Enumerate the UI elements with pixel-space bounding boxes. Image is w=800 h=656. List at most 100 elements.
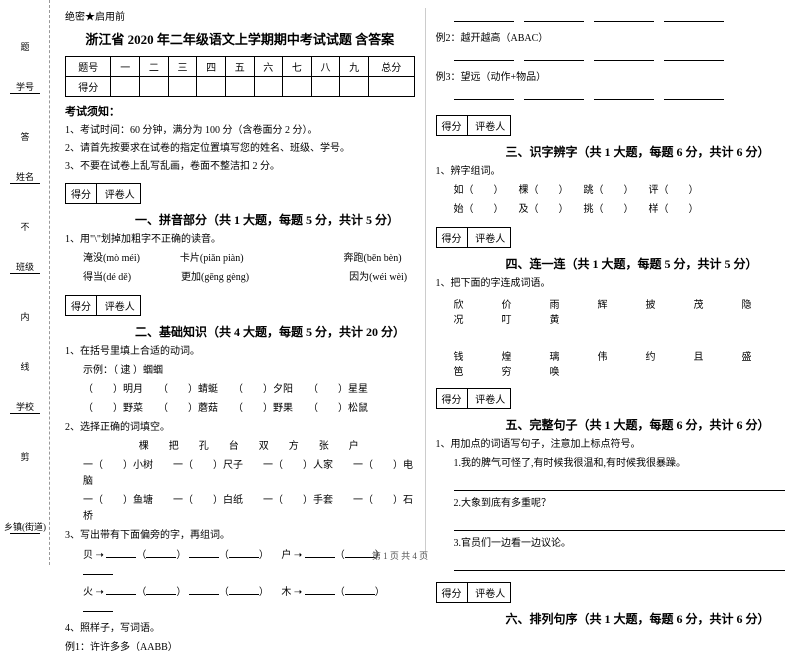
section-4-title: 四、连一连（共 1 大题，每题 5 分，共计 5 分） <box>506 255 786 272</box>
q2-4: 4、照样子，写词语。 <box>65 621 415 637</box>
section-6-title: 六、排列句序（共 1 大题，每题 6 分，共计 6 分） <box>506 610 786 627</box>
bind-class: 班级 <box>0 260 50 274</box>
bind-line: 线 <box>0 360 50 373</box>
bind-answer: 答 <box>0 130 50 143</box>
q1-1-r1: 淹没(mò méi) 卡片(piǎn piàn) 奔跑(bēn bèn) <box>65 251 415 267</box>
notice-3: 3、不要在试卷上乱写乱画，卷面不整洁扣 2 分。 <box>65 159 415 174</box>
q3-1: 1、辨字组词。 <box>436 164 786 180</box>
grader-a: 得分 <box>66 296 97 315</box>
grader-b: 评卷人 <box>100 296 140 315</box>
th: 五 <box>225 57 254 77</box>
q2-2-r2: 一（ ）鱼塘 一（ ）白纸 一（ ）手套 一（ ）石桥 <box>65 493 415 525</box>
td[interactable] <box>283 77 312 97</box>
grader-a: 得分 <box>437 116 468 135</box>
grader-a: 得分 <box>437 583 468 602</box>
secrecy-label: 绝密★启用前 <box>65 8 415 23</box>
bind-id: 学号 <box>0 80 50 94</box>
grader-box-4: 得分 评卷人 <box>436 227 512 248</box>
grader-b: 评卷人 <box>100 184 140 203</box>
th: 七 <box>283 57 312 77</box>
q2-1-r2: （ ）野菜 （ ）蘑菇 （ ）野果 （ ）松鼠 <box>65 401 415 417</box>
notice-title: 考试须知： <box>65 103 415 119</box>
q2-2-r1: 一（ ）小树 一（ ）尺子 一（ ）人家 一（ ）电脑 <box>65 458 415 490</box>
grader-b: 评卷人 <box>470 583 510 602</box>
bind-topic: 题 <box>0 40 50 53</box>
exam-title: 浙江省 2020 年二年级语文上学期期中考试试题 含答案 <box>65 29 415 48</box>
q3-1-r2: 始（ ） 及（ ） 挑（ ） 样（ ） <box>436 202 786 218</box>
q2-4-ex1: 例1：许许多多（AABB） <box>65 640 415 656</box>
td[interactable] <box>111 77 140 97</box>
q2-1-r1: （ ）明月 （ ）蜻蜓 （ ）夕阳 （ ）星星 <box>65 382 415 398</box>
bind-name: 姓名 <box>0 170 50 184</box>
td[interactable] <box>340 77 369 97</box>
grader-a: 得分 <box>437 228 468 247</box>
q4-1-bot: 钱 煌 璃 伟 约 且 盛 笆 穷 唤 <box>454 348 786 378</box>
section-1-title: 一、拼音部分（共 1 大题，每题 5 分，共计 5 分） <box>135 211 415 228</box>
radical: 火 <box>83 587 93 598</box>
page-footer: 第 1 页 共 4 页 <box>0 549 800 562</box>
th: 一 <box>111 57 140 77</box>
q5-1-2: 2.大象到底有多重呢？ <box>436 496 786 512</box>
td[interactable] <box>168 77 197 97</box>
td[interactable] <box>254 77 283 97</box>
q2-4-ex2: 例2：越开越高（ABAC） <box>436 31 786 47</box>
q1-1: 1、用"\"划掉加粗字不正确的读音。 <box>65 232 415 248</box>
q2-4-r2 <box>436 50 786 67</box>
td[interactable] <box>197 77 226 97</box>
q2-3: 3、写出带有下面偏旁的字，再组词。 <box>65 528 415 544</box>
grader-box-6: 得分 评卷人 <box>436 582 512 603</box>
bind-school: 学校 <box>0 400 50 414</box>
bind-not: 不 <box>0 220 50 233</box>
section-5-title: 五、完整句子（共 1 大题，每题 6 分，共计 6 分） <box>506 416 786 433</box>
q2-3-r2: 火 ➝ （） （） 木 ➝ （） <box>65 584 415 618</box>
q4-1-top: 欣 价 雨 辉 披 茂 隐 况 叮 黄 <box>454 296 786 326</box>
th: 题号 <box>66 57 111 77</box>
q2-4-r1 <box>436 11 786 28</box>
left-column: 绝密★启用前 浙江省 2020 年二年级语文上学期期中考试试题 含答案 题号 一… <box>55 8 426 557</box>
section-2-title: 二、基础知识（共 4 大题，每题 5 分，共计 20 分） <box>135 323 415 340</box>
grader-box-5: 得分 评卷人 <box>436 388 512 409</box>
grader-b: 评卷人 <box>470 389 510 408</box>
q2-4-ex3: 例3：望远（动作+物品） <box>436 70 786 86</box>
th: 九 <box>340 57 369 77</box>
td[interactable] <box>311 77 340 97</box>
answer-line[interactable] <box>454 477 786 491</box>
td[interactable] <box>140 77 169 97</box>
td[interactable] <box>368 77 414 97</box>
th: 总分 <box>368 57 414 77</box>
binding-margin: 乡镇(街道) 剪 学校 线 内 班级 不 姓名 答 学号 题 <box>0 0 50 565</box>
q1-1-r2: 得当(dé dě) 更加(gēng gèng) 因为(wéi wèi) <box>65 270 415 286</box>
content-area: 绝密★启用前 浙江省 2020 年二年级语文上学期期中考试试题 含答案 题号 一… <box>50 0 800 565</box>
bind-township: 乡镇(街道) <box>0 520 50 534</box>
grader-b: 评卷人 <box>470 228 510 247</box>
td[interactable] <box>225 77 254 97</box>
q5-1-1: 1.我的脾气可怪了,有时候我很温和,有时候我很暴躁。 <box>436 456 786 472</box>
grader-a: 得分 <box>66 184 97 203</box>
answer-line[interactable] <box>454 517 786 531</box>
grader-box-3: 得分 评卷人 <box>436 115 512 136</box>
score-value-row: 得分 <box>66 77 415 97</box>
th: 六 <box>254 57 283 77</box>
q2-4-r3 <box>436 89 786 106</box>
notice-1: 1、考试时间：60 分钟，满分为 100 分（含卷面分 2 分）。 <box>65 123 415 138</box>
q2-1-ex: 示例：（ 逮 ）蝈蝈 <box>65 363 415 379</box>
q2-2-box: 棵 把 孔 台 双 方 张 户 <box>65 439 415 455</box>
th: 八 <box>311 57 340 77</box>
q2-2: 2、选择正确的词填空。 <box>65 420 415 436</box>
right-column: 例2：越开越高（ABAC） 例3：望远（动作+物品） 得分 评卷人 三、识字辨字… <box>426 8 796 557</box>
q2-1: 1、在括号里填上合适的动词。 <box>65 344 415 360</box>
q4-1: 1、把下面的字连成词语。 <box>436 276 786 292</box>
notice-2: 2、请首先按要求在试卷的指定位置填写您的姓名、班级、学号。 <box>65 141 415 156</box>
section-3-title: 三、识字辨字（共 1 大题，每题 6 分，共计 6 分） <box>506 143 786 160</box>
radical: 木 <box>281 587 291 598</box>
th: 二 <box>140 57 169 77</box>
grader-a: 得分 <box>437 389 468 408</box>
q5-1: 1、用加点的词语写句子，注意加上标点符号。 <box>436 437 786 453</box>
exam-page: 乡镇(街道) 剪 学校 线 内 班级 不 姓名 答 学号 题 绝密★启用前 浙江… <box>0 0 800 565</box>
th: 三 <box>168 57 197 77</box>
score-header-row: 题号 一 二 三 四 五 六 七 八 九 总分 <box>66 57 415 77</box>
bind-cut: 剪 <box>0 450 50 463</box>
bind-inside: 内 <box>0 310 50 323</box>
score-table: 题号 一 二 三 四 五 六 七 八 九 总分 得分 <box>65 56 415 97</box>
th: 四 <box>197 57 226 77</box>
